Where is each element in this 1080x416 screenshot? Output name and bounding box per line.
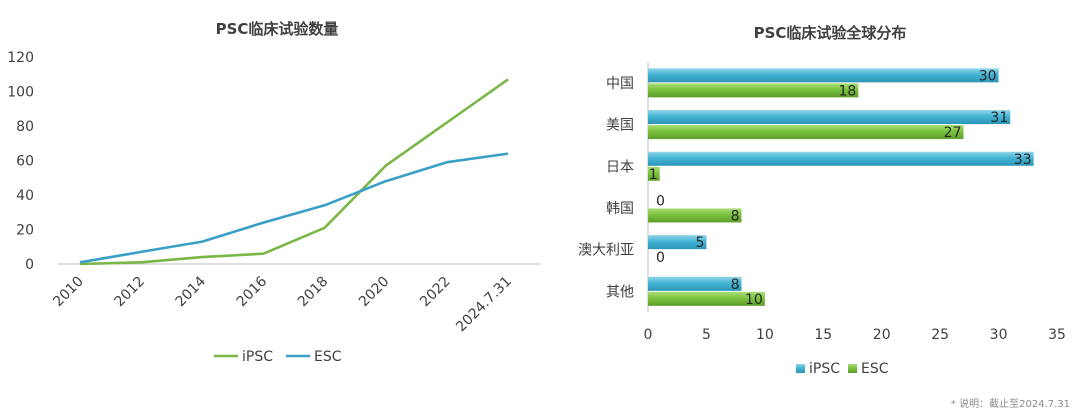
footnote: * 说明：截止至2024.7.31: [950, 399, 1070, 410]
x-tick-label: 5: [702, 327, 711, 343]
category-label: 美国: [606, 118, 634, 134]
bar-value-label: 27: [944, 125, 962, 141]
x-tick-label: 2010: [50, 274, 87, 311]
y-tick-label: 0: [25, 257, 34, 273]
bar-value-label: 18: [839, 83, 857, 99]
bar-value-label: 1: [649, 167, 658, 183]
bar-value-label: 0: [656, 250, 665, 266]
x-tick-label: 2014: [173, 273, 210, 310]
category-label: 其他: [606, 284, 634, 300]
y-tick-label: 100: [7, 85, 34, 101]
bar-x-axis: 0 5 10 15 20 25 30 35: [644, 327, 1066, 343]
bar-chart-legend: iPSC ESC: [796, 361, 889, 377]
bar-esc: [648, 166, 660, 181]
x-tick-label: 25: [931, 327, 949, 343]
bar-esc: [648, 125, 964, 140]
x-tick-label: 0: [644, 327, 653, 343]
bar-value-label: 33: [1014, 152, 1032, 168]
bar-chart-title: PSC临床试验全球分布: [754, 24, 907, 42]
bar-ipsc: [648, 276, 742, 291]
x-tick-label: 2012: [111, 274, 148, 311]
y-tick-label: 80: [16, 119, 34, 135]
bar-esc: [648, 208, 742, 223]
x-tick-label: 2020: [356, 274, 393, 311]
bar-value-label: 30: [979, 68, 997, 84]
bar-value-label: 8: [731, 208, 740, 224]
x-tick-label: 35: [1048, 327, 1066, 343]
x-tick-label: 20: [873, 327, 891, 343]
bar-value-label: 31: [990, 110, 1008, 126]
legend-swatch-ipsc: [796, 364, 805, 373]
bar-value-label: 0: [656, 193, 665, 209]
bar-value-label: 10: [745, 292, 763, 308]
line-y-axis: 0 20 40 60 80 100 120: [7, 50, 34, 273]
y-tick-label: 120: [7, 50, 34, 66]
legend-label-esc: ESC: [314, 349, 342, 365]
series-line-esc: [79, 152, 509, 264]
bar-ipsc: [648, 235, 707, 250]
legend-label-esc: ESC: [861, 361, 889, 377]
x-tick-label: 30: [990, 327, 1008, 343]
legend-label-ipsc: iPSC: [809, 361, 840, 377]
bar-ipsc: [648, 151, 1034, 166]
x-tick-label: 15: [814, 327, 832, 343]
category-label: 日本: [606, 159, 634, 175]
bar-value-label: 5: [696, 235, 705, 251]
bar-ipsc: [648, 68, 999, 83]
line-series-group: [79, 78, 509, 266]
bar-esc: [648, 83, 859, 98]
x-tick-label: 2018: [295, 274, 332, 311]
category-label: 韩国: [606, 201, 634, 217]
x-tick-label: 2022: [417, 274, 454, 311]
bar-value-label: 8: [731, 277, 740, 293]
x-tick-label: 2016: [234, 273, 271, 310]
y-tick-label: 60: [16, 154, 34, 170]
legend-swatch-esc: [848, 364, 857, 373]
category-label: 澳大利亚: [578, 243, 634, 259]
line-x-axis: 2010 2012 2014 2016 2018 2020 2022 2024.7.31: [50, 273, 515, 335]
x-tick-label: 10: [756, 327, 774, 343]
line-chart-legend: iPSC ESC: [214, 349, 342, 365]
bar-ipsc: [648, 110, 1011, 125]
x-tick-label: 2024.7.31: [453, 274, 515, 336]
series-line-ipsc: [79, 78, 509, 266]
bar-esc: [648, 291, 765, 306]
line-chart-title: PSC临床试验数量: [216, 20, 339, 38]
legend-label-ipsc: iPSC: [242, 349, 273, 365]
y-tick-label: 20: [16, 223, 34, 239]
y-tick-label: 40: [16, 188, 34, 204]
category-label: 中国: [606, 76, 634, 92]
